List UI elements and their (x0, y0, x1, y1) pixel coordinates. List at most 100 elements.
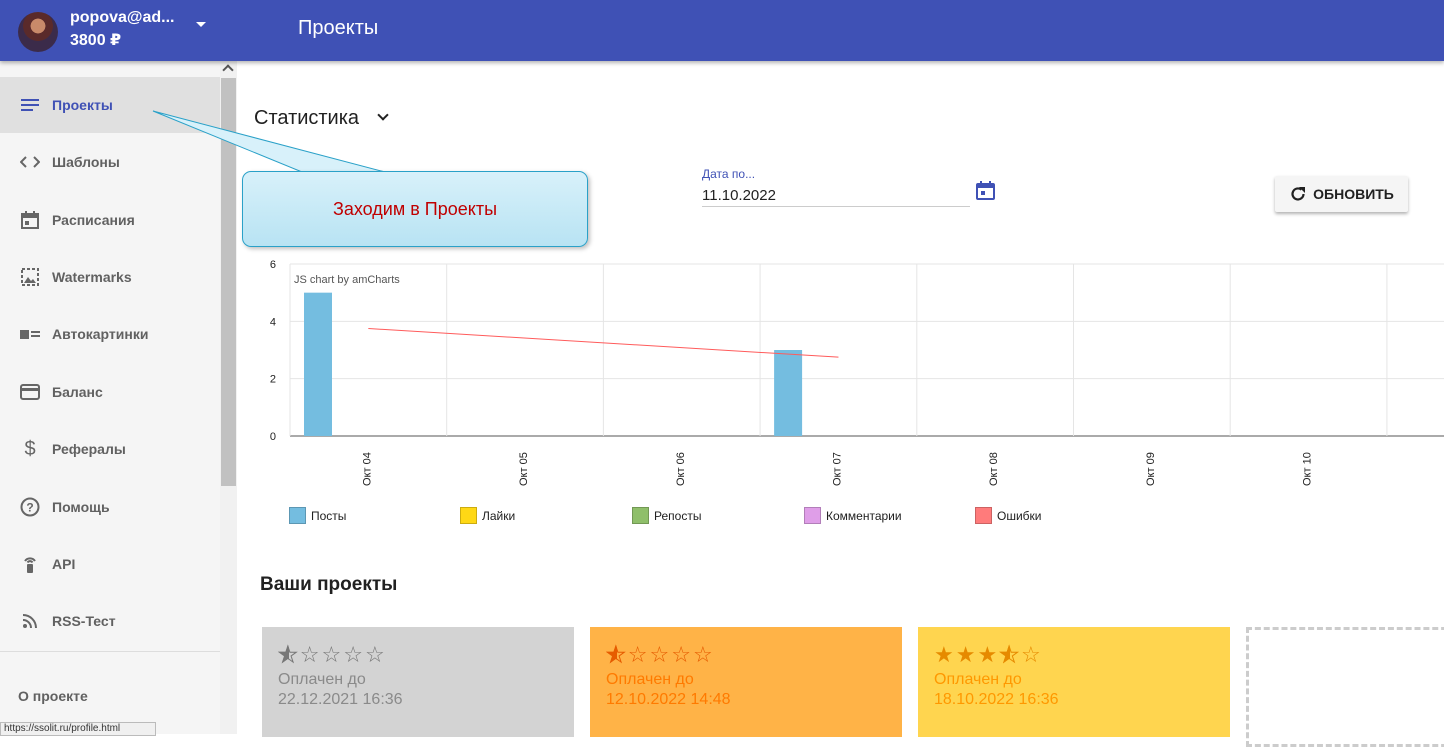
legend-label: Репосты (654, 508, 702, 523)
star-icon: ☆ (692, 642, 715, 667)
sidebar-item-balance[interactable]: Баланс (0, 364, 220, 420)
code-icon (20, 152, 40, 172)
refresh-button-label: ОБНОВИТЬ (1313, 186, 1394, 202)
sidebar-divider (0, 651, 220, 652)
star-icon: ☆ (343, 642, 365, 667)
callout-text: Заходим в Проекты (332, 198, 498, 219)
legend-item[interactable]: Комментарии (804, 507, 902, 524)
x-tick-label: Окт 10 (1302, 452, 1314, 486)
legend-swatch (632, 507, 649, 524)
star-icon: ☆ (671, 642, 693, 667)
sidebar-item-schedules[interactable]: Расписания (0, 192, 220, 248)
credit-card-icon (20, 382, 40, 402)
y-tick-label: 6 (270, 259, 276, 271)
paid-until-date: 12.10.2022 14:48 (606, 691, 731, 708)
sidebar-item-label: Расписания (52, 212, 135, 228)
sidebar-item-templates[interactable]: Шаблоны (0, 134, 220, 190)
stats-title[interactable]: Статистика (254, 107, 360, 129)
date-to-field[interactable] (702, 184, 970, 207)
page-title: Проекты (298, 17, 379, 39)
y-tick-label: 2 (270, 374, 276, 386)
legend-label: Ошибки (997, 508, 1042, 523)
sidebar-item-label: Автокартинки (52, 326, 149, 342)
callout-box: Заходим в Проекты (242, 171, 588, 247)
list-icon (20, 95, 40, 115)
chart-bar (774, 350, 803, 436)
project-card[interactable]: ★☆☆☆☆ Оплачен до 12.10.2022 14:48 (590, 627, 902, 737)
star-icon: ★ (934, 642, 956, 667)
star-icon: ★ (955, 642, 978, 667)
sidebar-item-projects[interactable]: Проекты (0, 77, 220, 133)
paid-label: Оплачен до (934, 671, 1022, 688)
legend-swatch (460, 507, 477, 524)
legend-swatch (975, 507, 992, 524)
sidebar-item-label: Рефералы (52, 441, 126, 457)
user-email[interactable]: popova@ad... (70, 9, 175, 26)
sidebar-item-about[interactable]: О проекте (18, 688, 88, 704)
help-icon: ? (20, 497, 40, 517)
star-icon: ★ (977, 642, 1000, 667)
user-balance: 3800 ₽ (70, 32, 122, 49)
chart-credit: JS chart by amCharts (294, 274, 400, 286)
chevron-down-icon[interactable] (196, 22, 206, 27)
trend-line (368, 328, 839, 358)
sidebar-item-label: Шаблоны (52, 154, 120, 170)
star-icon: ☆ (627, 642, 650, 667)
paid-until-date: 18.10.2022 16:36 (934, 691, 1059, 708)
picture-text-icon (20, 324, 40, 344)
sidebar (0, 61, 220, 734)
sidebar-item-referrals[interactable]: $ Рефералы (0, 421, 220, 477)
legend-label: Лайки (482, 508, 516, 523)
x-tick-label: Окт 07 (831, 452, 843, 486)
legend-label: Посты (311, 508, 347, 523)
x-tick-label: Окт 05 (518, 452, 530, 486)
y-tick-label: 0 (270, 431, 276, 443)
image-icon (20, 267, 40, 287)
star-icon: ☆ (1020, 642, 1043, 667)
sidebar-scrollbar-thumb[interactable] (221, 78, 236, 486)
project-card[interactable]: ★★★★☆ Оплачен до 18.10.2022 16:36 (918, 627, 1230, 737)
avatar[interactable] (18, 12, 58, 52)
project-card[interactable]: ★☆☆☆☆ Оплачен до 22.12.2021 16:36 (262, 627, 574, 737)
legend-item[interactable]: Ошибки (975, 507, 1042, 524)
dollar-icon: $ (24, 437, 36, 460)
legend-swatch (289, 507, 306, 524)
rss-icon (20, 611, 40, 631)
x-tick-label: Окт 06 (675, 452, 687, 486)
sidebar-item-autopictures[interactable]: Автокартинки (0, 306, 220, 362)
star-icon: ☆ (649, 642, 672, 667)
calendar-icon (20, 210, 40, 230)
star-icon: ☆ (321, 642, 344, 667)
legend-item[interactable]: Репосты (632, 507, 701, 524)
sidebar-item-watermarks[interactable]: Watermarks (0, 249, 220, 305)
legend-swatch (804, 507, 821, 524)
refresh-icon (1291, 187, 1306, 201)
sidebar-item-label: Баланс (52, 384, 103, 400)
sidebar-item-api[interactable]: API (0, 536, 220, 592)
sidebar-item-label: Помощь (52, 499, 110, 515)
chart-bar (304, 292, 332, 436)
statistics-chart: 0 2 4 6 Окт 04 Окт 05 Окт 06 Окт 07 Окт 08 Окт 09… (270, 259, 1444, 486)
chevron-down-icon[interactable] (377, 109, 389, 121)
wifi-tower-icon (20, 554, 40, 574)
legend-item[interactable]: Посты (289, 507, 346, 524)
rating-stars: ★☆☆☆☆ (278, 642, 558, 667)
star-icon: ☆ (364, 642, 387, 667)
x-tick-label: Окт 04 (361, 452, 373, 486)
sidebar-item-rss-test[interactable]: RSS-Тест (0, 593, 220, 649)
rating-stars: ★★★★☆ (934, 642, 1214, 667)
legend-item[interactable]: Лайки (460, 507, 515, 524)
projects-title: Ваши проекты (260, 574, 398, 595)
date-to-label: Дата по... (702, 167, 756, 181)
sidebar-item-help[interactable]: ? Помощь (0, 479, 220, 535)
add-project-card[interactable] (1246, 627, 1444, 747)
top-app-bar: popova@ad... 3800 ₽ Проекты (0, 0, 1444, 61)
calendar-icon[interactable] (976, 181, 995, 200)
sidebar-item-label: RSS-Тест (52, 613, 116, 629)
star-icon: ★ (606, 642, 628, 667)
refresh-button[interactable]: ОБНОВИТЬ (1275, 176, 1408, 212)
sidebar-item-label: Проекты (52, 97, 113, 113)
sidebar-item-label: API (52, 556, 76, 572)
sidebar-item-label: Watermarks (52, 269, 132, 285)
paid-label: Оплачен до (278, 671, 366, 688)
